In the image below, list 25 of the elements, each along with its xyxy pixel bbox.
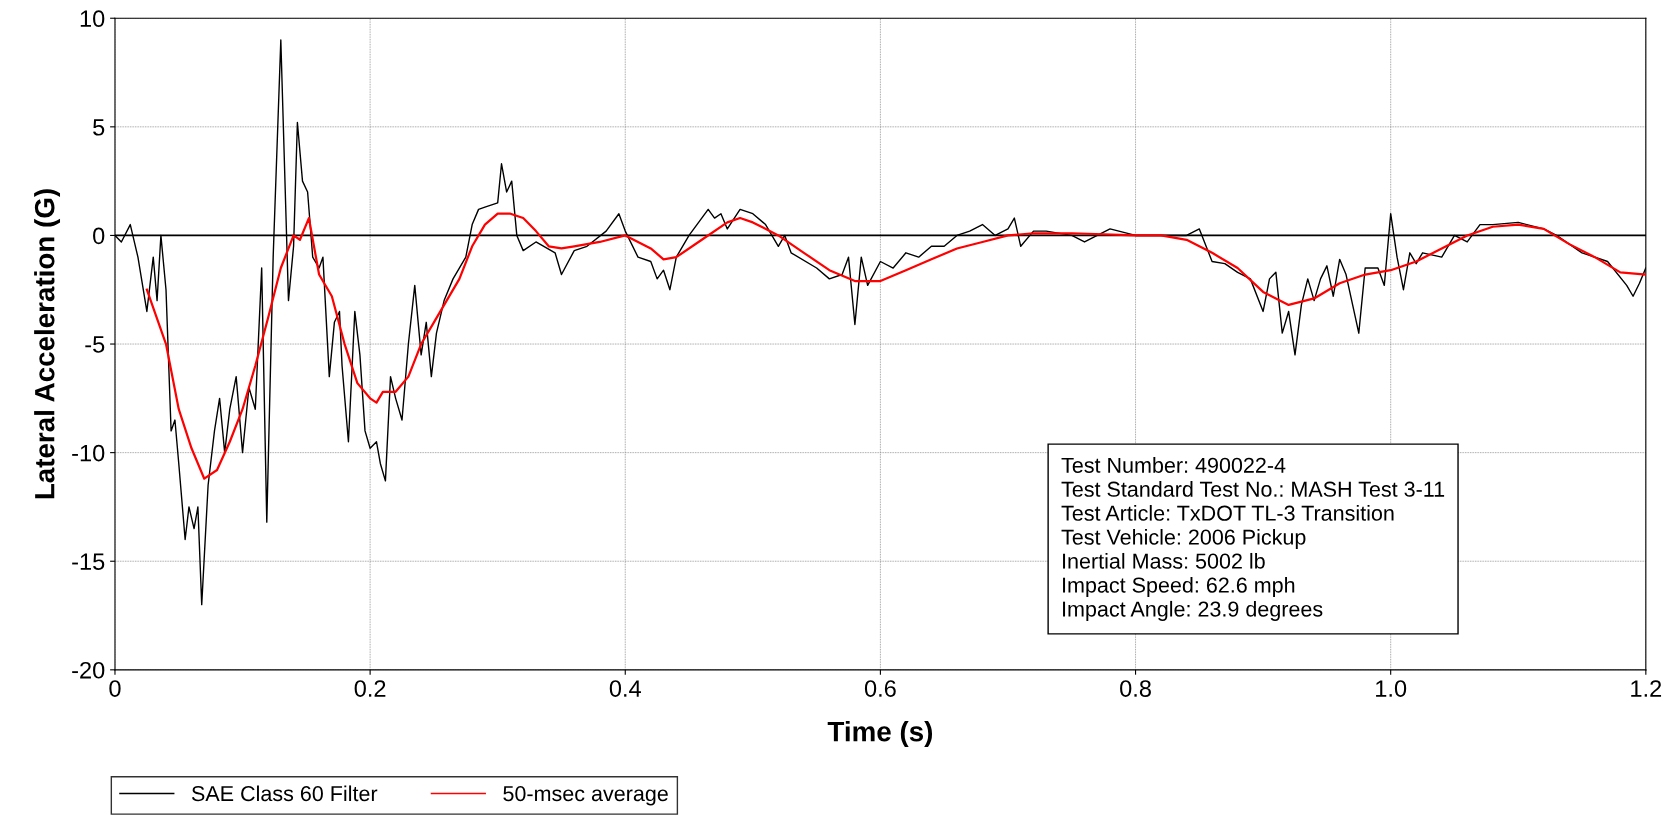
x-tick-label: 0.8 bbox=[1120, 680, 1151, 697]
y-tick-label: 0 bbox=[93, 227, 105, 245]
x-tick-label: 0.4 bbox=[609, 680, 641, 697]
y-tick-label: -20 bbox=[72, 661, 105, 679]
y-axis-title: Lateral Acceleration (G) bbox=[34, 189, 61, 499]
x-tick-label: 0 bbox=[109, 680, 121, 697]
x-tick-label: 0.2 bbox=[354, 680, 386, 697]
annotation: Impact Speed: 62.6 mph bbox=[1063, 576, 1295, 597]
x-tick-label: 0.6 bbox=[864, 680, 896, 697]
y-tick-label: -10 bbox=[72, 444, 105, 462]
legend-label: 50-msec average bbox=[503, 785, 668, 806]
y-tick-label: 5 bbox=[93, 119, 105, 136]
annotation: Test Vehicle: 2006 Pickup bbox=[1061, 528, 1306, 550]
annotation: Impact Angle: 23.9 degrees bbox=[1063, 600, 1323, 621]
y-tick-label: -5 bbox=[85, 336, 105, 353]
annotation: Test Standard Test No.: MASH Test 3-11 bbox=[1061, 481, 1445, 497]
annotation: Inertial Mass: 5002 lb bbox=[1063, 552, 1265, 569]
x-tick-label: 1.0 bbox=[1376, 680, 1407, 697]
x-tick-label: 1.2 bbox=[1631, 680, 1662, 697]
x-axis-title: Time (s) bbox=[827, 721, 933, 747]
y-tick-label: -15 bbox=[72, 553, 105, 571]
y-tick-label: 10 bbox=[80, 10, 105, 28]
legend-label: SAE Class 60 Filter bbox=[191, 785, 378, 802]
annotation: Test Article: TxDOT TL-3 Transition bbox=[1061, 505, 1394, 521]
annotation: Test Number: 490022-4 bbox=[1061, 457, 1286, 473]
